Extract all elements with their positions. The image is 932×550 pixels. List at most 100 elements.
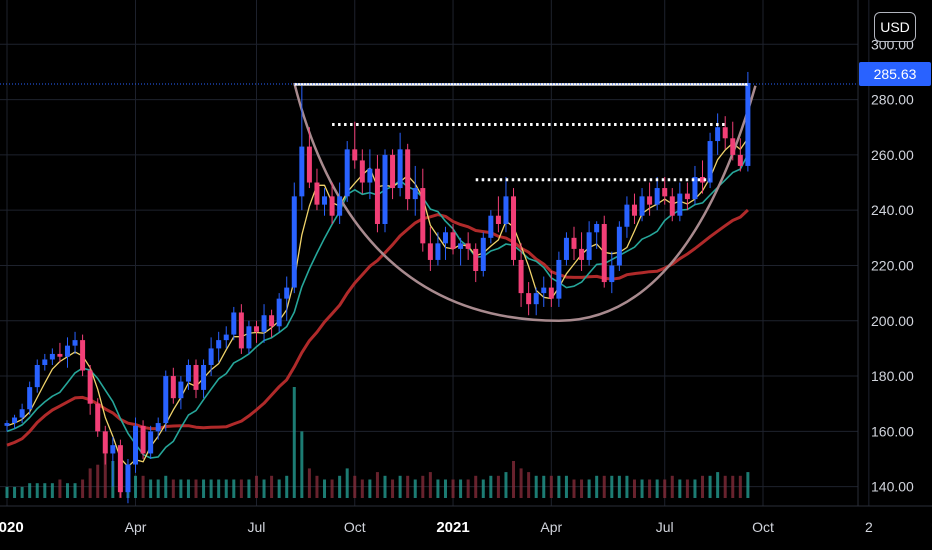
candle-body	[201, 365, 207, 390]
price-tick-label: 180.00	[871, 368, 914, 384]
cup-curve	[293, 82, 757, 323]
volume-bar	[648, 479, 652, 498]
candle-body	[185, 365, 191, 382]
volume-bar	[564, 475, 568, 498]
chart-grid	[0, 0, 870, 506]
volume-bar	[20, 486, 24, 498]
candle-body	[473, 248, 479, 271]
volume-bar	[307, 468, 311, 498]
candle-body	[216, 340, 222, 349]
candle-body	[730, 138, 736, 155]
volume-bar	[527, 472, 531, 498]
candlesticks	[4, 71, 751, 504]
volume-bar	[194, 479, 198, 498]
candle-body	[563, 237, 569, 260]
volume-bar	[678, 479, 682, 498]
candle-body	[178, 381, 184, 399]
volume-bar	[35, 483, 39, 498]
volume-bar	[685, 479, 689, 498]
candle-body	[465, 243, 471, 249]
volume-bar	[285, 475, 289, 498]
candle-body	[405, 149, 411, 200]
time-tick-label: 2020	[0, 519, 24, 536]
candle-body	[662, 188, 668, 197]
candle-body	[624, 204, 630, 227]
volume-bar	[534, 475, 538, 498]
volume-bar	[262, 479, 266, 498]
candle-body	[526, 293, 532, 305]
candle-body	[306, 146, 312, 183]
volume-bar	[88, 468, 92, 498]
volume-bar	[474, 475, 478, 498]
price-axis: 140.00 160.00 180.00 200.00 220.00 240.00 260.…	[871, 36, 914, 494]
candle-body	[594, 224, 600, 233]
volume-bar	[338, 475, 342, 498]
volume-bar	[632, 479, 636, 498]
volume-bar	[13, 486, 17, 498]
volume-bar	[103, 453, 107, 498]
candle-body	[125, 464, 131, 493]
candle-body	[586, 232, 592, 260]
volume-bar	[549, 475, 553, 498]
volume-bar	[58, 479, 62, 498]
time-tick-label: 2021	[436, 519, 469, 536]
volume-bar	[360, 479, 364, 498]
time-tick-label: Oct	[344, 519, 366, 535]
currency-button[interactable]: USD	[874, 12, 916, 42]
volume-bar	[519, 468, 523, 498]
candle-body	[715, 127, 721, 142]
volume-bar	[670, 475, 674, 498]
candle-body	[42, 359, 48, 365]
volume-bar	[28, 483, 32, 498]
slow-moving-average	[6, 208, 749, 447]
price-tick-label: 140.00	[871, 479, 914, 495]
candle-body	[374, 168, 380, 224]
volume-bar	[625, 475, 629, 498]
candle-body	[4, 423, 10, 426]
candle-body	[253, 326, 259, 332]
volume-bar	[5, 486, 9, 498]
candle-body	[344, 149, 350, 197]
volume-bar	[413, 479, 417, 498]
candle-body	[427, 243, 433, 260]
candle-body	[208, 348, 214, 365]
volume-bar	[708, 475, 712, 498]
candle-body	[291, 196, 297, 288]
candle-body	[631, 204, 637, 216]
price-tick-label: 160.00	[871, 423, 914, 439]
volume-bar	[171, 479, 175, 498]
candle-body	[352, 149, 358, 161]
candle-body	[639, 196, 645, 216]
candle-body	[12, 417, 18, 424]
time-axis: 2020 Apr Jul Oct 2021 Apr Jul Oct 2	[0, 519, 873, 536]
candle-body	[49, 353, 55, 360]
volume-bar	[96, 464, 100, 498]
candle-body	[314, 182, 320, 205]
candle-body	[80, 340, 86, 371]
candle-body	[684, 193, 690, 200]
volume-bar	[164, 475, 168, 498]
candle-body	[677, 193, 683, 216]
volume-bar	[156, 479, 160, 498]
volume-bar	[587, 479, 591, 498]
candle-body	[337, 196, 343, 216]
volume-bar	[693, 479, 697, 498]
candle-body	[359, 160, 365, 183]
volume-bar	[542, 475, 546, 498]
volume-bar	[738, 475, 742, 498]
volume-bar	[186, 479, 190, 498]
candle-body	[737, 154, 743, 166]
candle-body	[654, 188, 660, 205]
volume-bar	[323, 479, 327, 498]
candle-body	[541, 287, 547, 294]
volume-bar	[209, 479, 213, 498]
volume-bar	[610, 475, 614, 498]
candle-body	[34, 365, 40, 388]
volume-bar	[383, 475, 387, 498]
candle-body	[722, 127, 728, 139]
volume-bar	[330, 479, 334, 498]
candle-body	[458, 243, 464, 249]
volume-bar	[428, 472, 432, 498]
time-tick-label: Apr	[125, 519, 147, 535]
